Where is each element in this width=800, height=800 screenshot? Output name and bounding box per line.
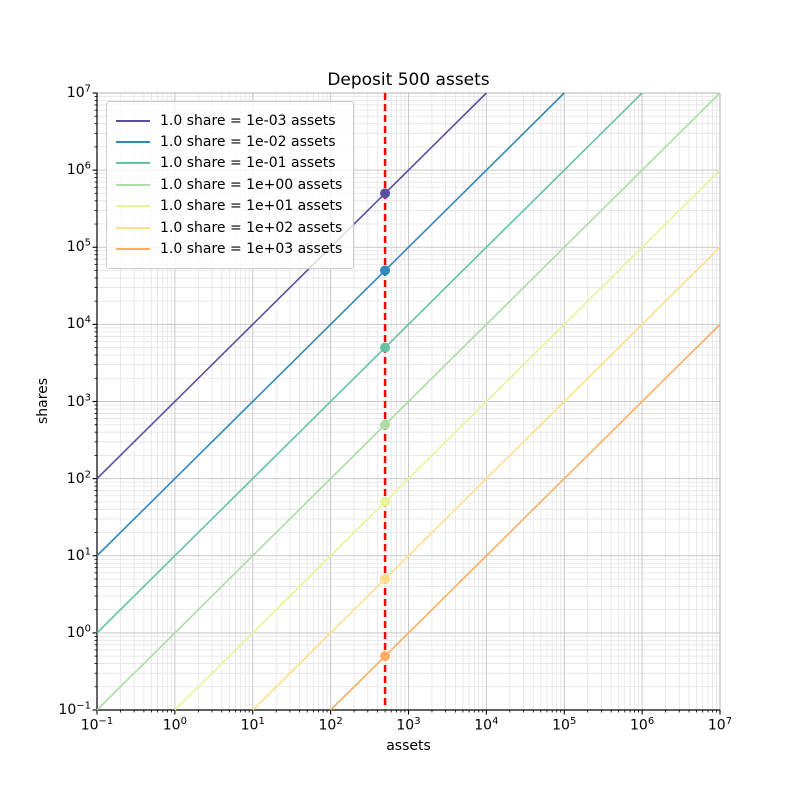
legend-item-label: 1.0 share = 1e+01 assets (160, 198, 343, 215)
x-tick-label: 100 (162, 716, 187, 734)
legend-item-label: 1.0 share = 1e-02 assets (160, 134, 336, 151)
y-tick-label: 106 (66, 160, 91, 179)
data-point (380, 265, 391, 276)
legend-line-swatch (116, 141, 150, 144)
data-point (380, 573, 391, 584)
x-tick-label: 105 (552, 716, 577, 734)
data-point (380, 342, 391, 353)
legend-item-label: 1.0 share = 1e+02 assets (160, 219, 343, 236)
legend-item-label: 1.0 share = 1e+03 assets (160, 241, 343, 258)
legend-line-swatch (116, 162, 150, 165)
y-tick-label: 102 (66, 468, 91, 487)
legend-item: 1.0 share = 1e+03 assets (116, 238, 342, 259)
legend-item: 1.0 share = 1e+01 assets (116, 196, 342, 217)
legend: 1.0 share = 1e-03 assets 1.0 share = 1e-0… (106, 101, 355, 269)
x-tick-label: 103 (396, 716, 421, 734)
series-line (96, 92, 487, 480)
y-tick-label: 103 (66, 391, 91, 410)
legend-item-label: 1.0 share = 1e+00 assets (160, 176, 343, 193)
legend-item-label: 1.0 share = 1e-01 assets (160, 155, 336, 172)
legend-line-swatch (116, 205, 150, 208)
series-line (174, 169, 721, 711)
data-point (380, 188, 391, 199)
series-line (96, 92, 643, 634)
legend-line-swatch (116, 226, 150, 229)
legend-item: 1.0 share = 1e-01 assets (116, 153, 342, 174)
data-point (380, 419, 391, 430)
legend-item-label: 1.0 share = 1e-03 assets (160, 112, 336, 129)
legend-item: 1.0 share = 1e-02 assets (116, 131, 342, 152)
x-tick-label: 106 (630, 716, 655, 734)
y-tick-label: 101 (66, 546, 91, 564)
data-point (380, 651, 391, 662)
y-tick-label: 104 (66, 314, 91, 333)
chart-title: Deposit 500 assets (327, 70, 490, 90)
series-line (330, 323, 721, 711)
series-line (96, 92, 721, 711)
legend-item: 1.0 share = 1e-03 assets (116, 110, 342, 131)
x-tick-label: 102 (318, 716, 343, 734)
x-tick-label: 107 (707, 716, 733, 734)
x-tick-label: 10−1 (80, 716, 114, 734)
legend-line-swatch (116, 183, 150, 186)
series-line (252, 246, 721, 711)
y-tick-label: 100 (66, 623, 91, 641)
x-tick-label: 104 (474, 716, 499, 734)
x-tick-labels: 10−1 100 101 102 103 104 105 106 107 (0, 716, 800, 740)
y-tick-label: 107 (66, 83, 91, 101)
legend-item: 1.0 share = 1e+00 assets (116, 174, 342, 195)
legend-item: 1.0 share = 1e+02 assets (116, 217, 342, 238)
legend-line-swatch (116, 119, 150, 122)
legend-line-swatch (116, 248, 150, 251)
y-tick-label: 10−1 (58, 700, 91, 718)
series-line (96, 92, 565, 557)
x-tick-label: 101 (240, 716, 265, 734)
x-axis-label: assets (386, 738, 431, 754)
data-point (380, 496, 391, 507)
y-tick-label: 105 (66, 237, 91, 256)
